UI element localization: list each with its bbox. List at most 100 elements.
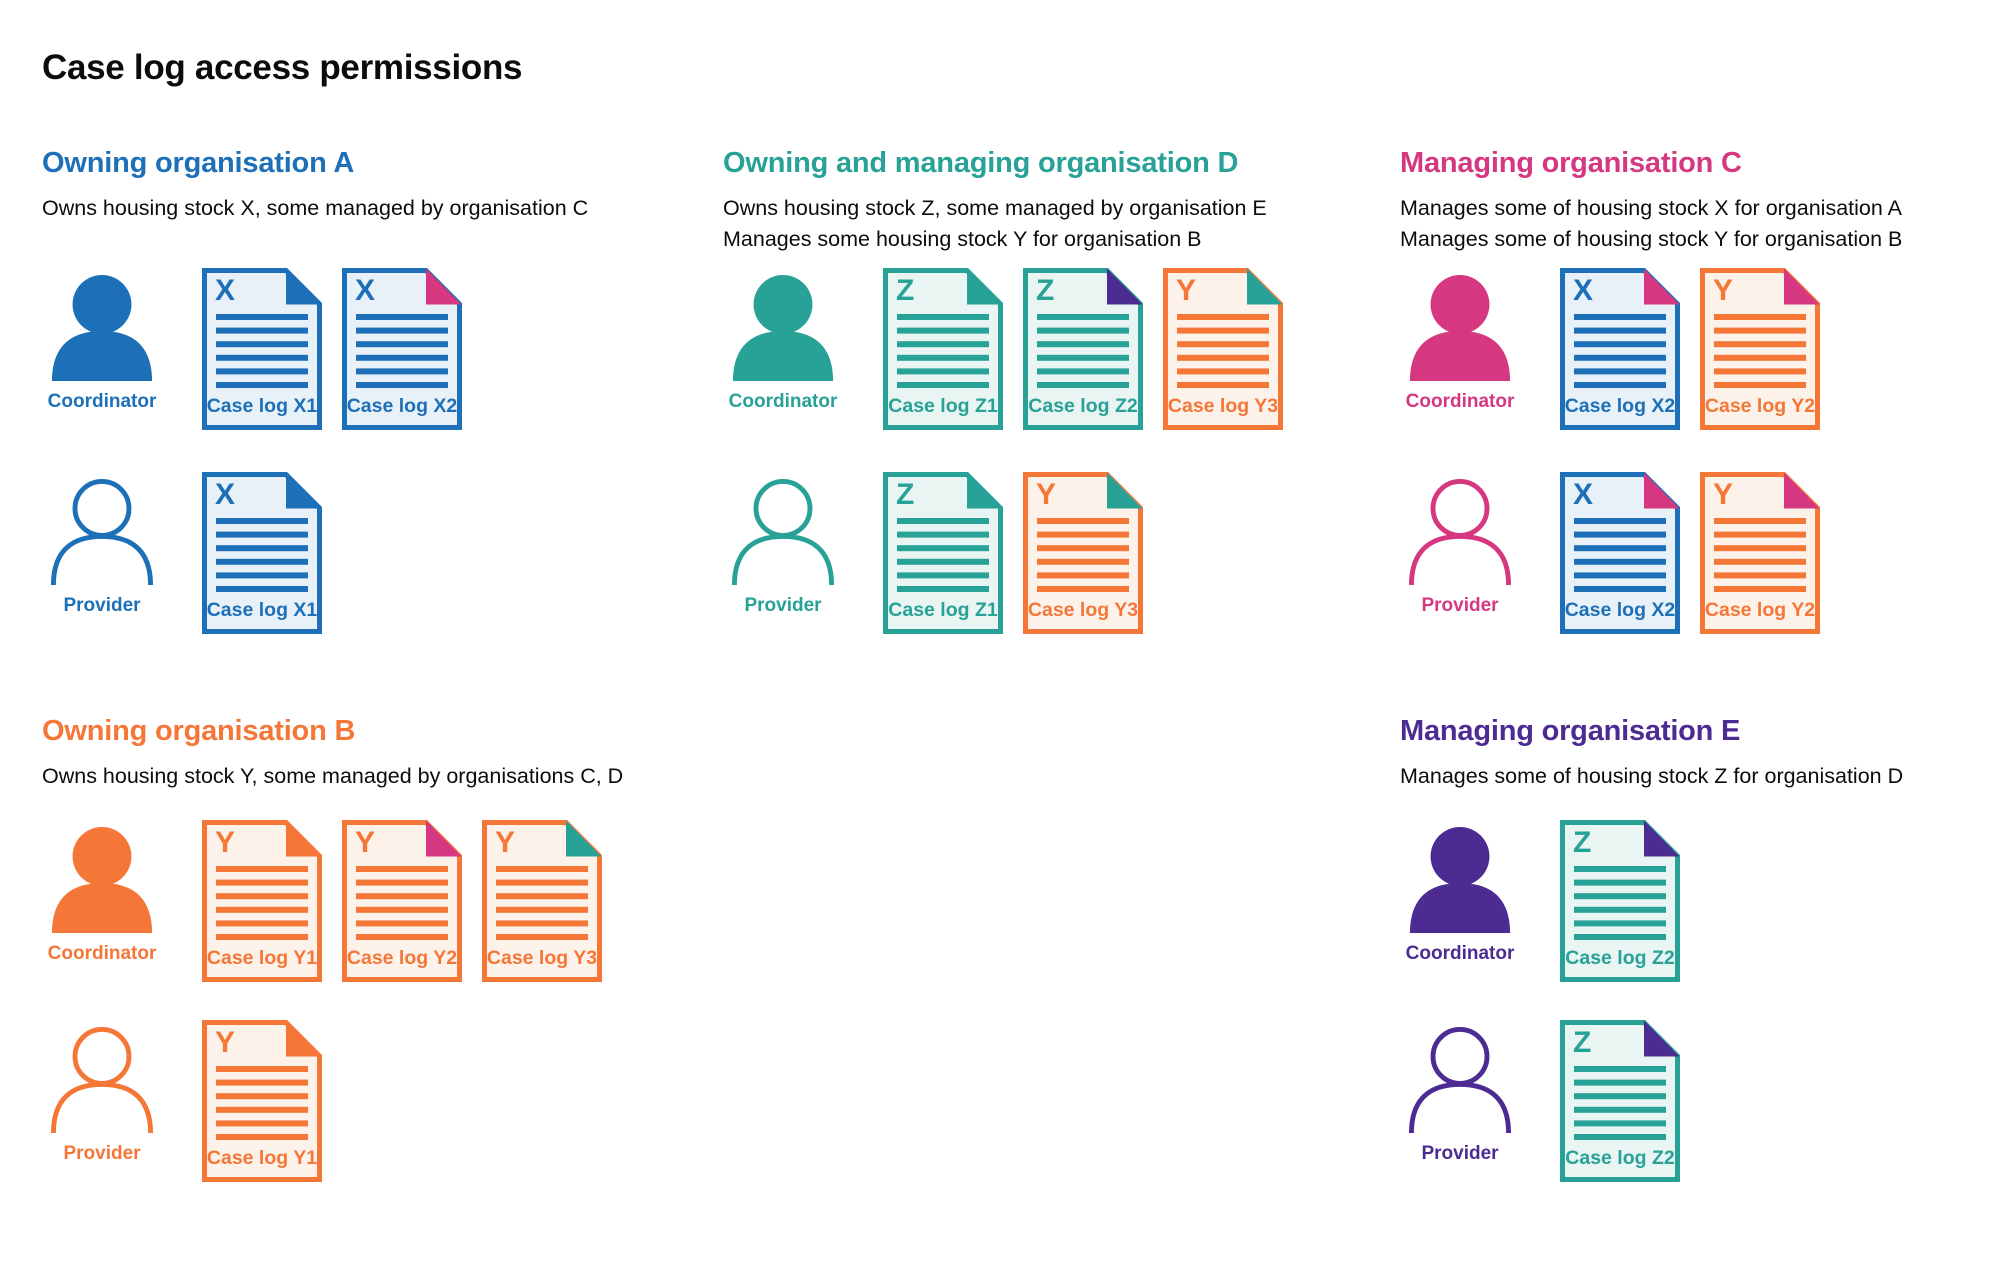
document-page <box>1163 268 1283 430</box>
person-head-shape <box>1430 479 1490 538</box>
org-title: Managing organisation E <box>1400 715 1741 747</box>
document-text-lines <box>1714 518 1806 592</box>
person-role-label: Coordinator <box>1405 943 1515 964</box>
case-log-label: Case log Y3 <box>1167 395 1279 417</box>
document-icon <box>1560 1020 1680 1182</box>
stock-letter: Y <box>1713 274 1734 307</box>
case-log-document: X Case log X1 <box>202 268 322 430</box>
person-body-shape <box>731 533 835 585</box>
document-text-lines <box>1574 866 1666 940</box>
org-section-e: Managing organisation E Manages some of h… <box>1400 715 2000 1182</box>
case-log-label: Case log X1 <box>206 599 318 621</box>
org-section-a: Owning organisation A Owns housing stock … <box>42 147 702 634</box>
case-log-document: X Case log X1 <box>202 472 322 634</box>
folded-corner-icon <box>1784 472 1820 509</box>
document-icon <box>202 1020 322 1182</box>
document-text-lines <box>1037 518 1129 592</box>
coordinator-figure: Coordinator <box>1400 820 1520 965</box>
org-description: Manages some of housing stock Z for orga… <box>1400 761 2000 792</box>
case-log-label: Case log Z2 <box>1565 1147 1675 1169</box>
stock-letter: X <box>1573 274 1594 307</box>
document-text-lines <box>216 866 308 940</box>
document-icon <box>1023 472 1143 634</box>
case-log-label: Case log Z1 <box>888 395 998 417</box>
stock-letter: Y <box>215 1026 236 1059</box>
person-body-shape <box>1409 330 1511 381</box>
provider-row: Provider X Case log X1 <box>42 472 342 634</box>
org-description-line: Owns housing stock Y, some managed by or… <box>42 764 624 788</box>
document-page <box>1560 472 1680 634</box>
document-icon <box>482 820 602 982</box>
person-head-shape <box>72 1027 132 1086</box>
coordinator-row: Coordinator Z Case log Z2 <box>1400 820 1700 982</box>
document-icon <box>1023 268 1143 430</box>
person-role-label: Provider <box>1421 595 1499 616</box>
provider-icon <box>50 479 154 585</box>
case-log-label: Case log X1 <box>206 395 318 417</box>
case-log-document: Y Case log Y3 <box>1023 472 1143 634</box>
stock-letter: Z <box>1036 274 1055 307</box>
case-log-label: Case log Y3 <box>486 947 598 969</box>
org-description: Manages some of housing stock X for orga… <box>1400 193 2000 255</box>
provider-figure: Provider <box>1400 1020 1520 1165</box>
document-page <box>482 820 602 982</box>
document-page <box>202 820 322 982</box>
org-description-line: Manages some of housing stock X for orga… <box>1400 196 1902 220</box>
provider-row: Provider Z Case log Z2 <box>1400 1020 1700 1182</box>
person-role-label: Provider <box>744 595 822 616</box>
document-text-lines <box>496 866 588 940</box>
org-section-d: Owning and managing organisation D Owns h… <box>723 147 1383 634</box>
org-description-line: Manages some of housing stock Z for orga… <box>1400 764 1904 788</box>
case-log-document: Y Case log Y2 <box>1700 472 1820 634</box>
coordinator-icon <box>732 275 834 381</box>
provider-figure: Provider <box>42 472 162 617</box>
stock-letter: Y <box>1176 274 1197 307</box>
case-log-document: Z Case log Z2 <box>1560 1020 1680 1182</box>
document-icon <box>1560 820 1680 982</box>
coordinator-figure: Coordinator <box>42 820 162 965</box>
document-page <box>1560 820 1680 982</box>
provider-row: Provider Y Case log Y1 <box>42 1020 342 1182</box>
document-icon <box>1163 268 1283 430</box>
person-role-label: Provider <box>1421 1143 1499 1164</box>
document-page <box>1560 1020 1680 1182</box>
document-page <box>883 268 1003 430</box>
folded-corner-icon <box>1644 1020 1680 1057</box>
document-text-lines <box>216 518 308 592</box>
document-icon <box>883 472 1003 634</box>
case-log-document: Y Case log Y1 <box>202 1020 322 1182</box>
case-log-document: Y Case log Y2 <box>342 820 462 982</box>
coordinator-icon <box>51 827 153 933</box>
coordinator-figure: Coordinator <box>723 268 843 413</box>
provider-icon <box>50 1027 154 1133</box>
person-role-label: Provider <box>63 1143 141 1164</box>
case-log-label: Case log X2 <box>1564 395 1676 417</box>
document-icon <box>883 268 1003 430</box>
case-log-label: Case log Y2 <box>1704 599 1816 621</box>
folded-corner-icon <box>1644 268 1680 305</box>
stock-letter: X <box>355 274 376 307</box>
document-page <box>1023 268 1143 430</box>
document-icon <box>1700 472 1820 634</box>
person-head-shape <box>1430 275 1490 334</box>
document-icon <box>1560 268 1680 430</box>
document-page <box>202 1020 322 1182</box>
person-head-shape <box>72 479 132 538</box>
person-head-shape <box>72 275 132 334</box>
org-description-line: Owns housing stock X, some managed by or… <box>42 196 589 220</box>
stock-letter: Y <box>495 826 516 859</box>
org-description: Owns housing stock Y, some managed by or… <box>42 761 702 792</box>
person-head-shape <box>1430 827 1490 886</box>
document-page <box>202 268 322 430</box>
person-body-shape <box>1408 533 1512 585</box>
document-text-lines <box>1714 314 1806 388</box>
provider-row: Provider X Case log X2 Y Case log Y2 <box>1400 472 1840 634</box>
case-log-document: Y Case log Y2 <box>1700 268 1820 430</box>
coordinator-icon <box>1409 827 1511 933</box>
case-log-label: Case log Y2 <box>1704 395 1816 417</box>
case-log-label: Case log Y1 <box>206 947 318 969</box>
folded-corner-icon <box>1644 472 1680 509</box>
folded-corner-icon <box>967 268 1003 305</box>
provider-figure: Provider <box>1400 472 1520 617</box>
